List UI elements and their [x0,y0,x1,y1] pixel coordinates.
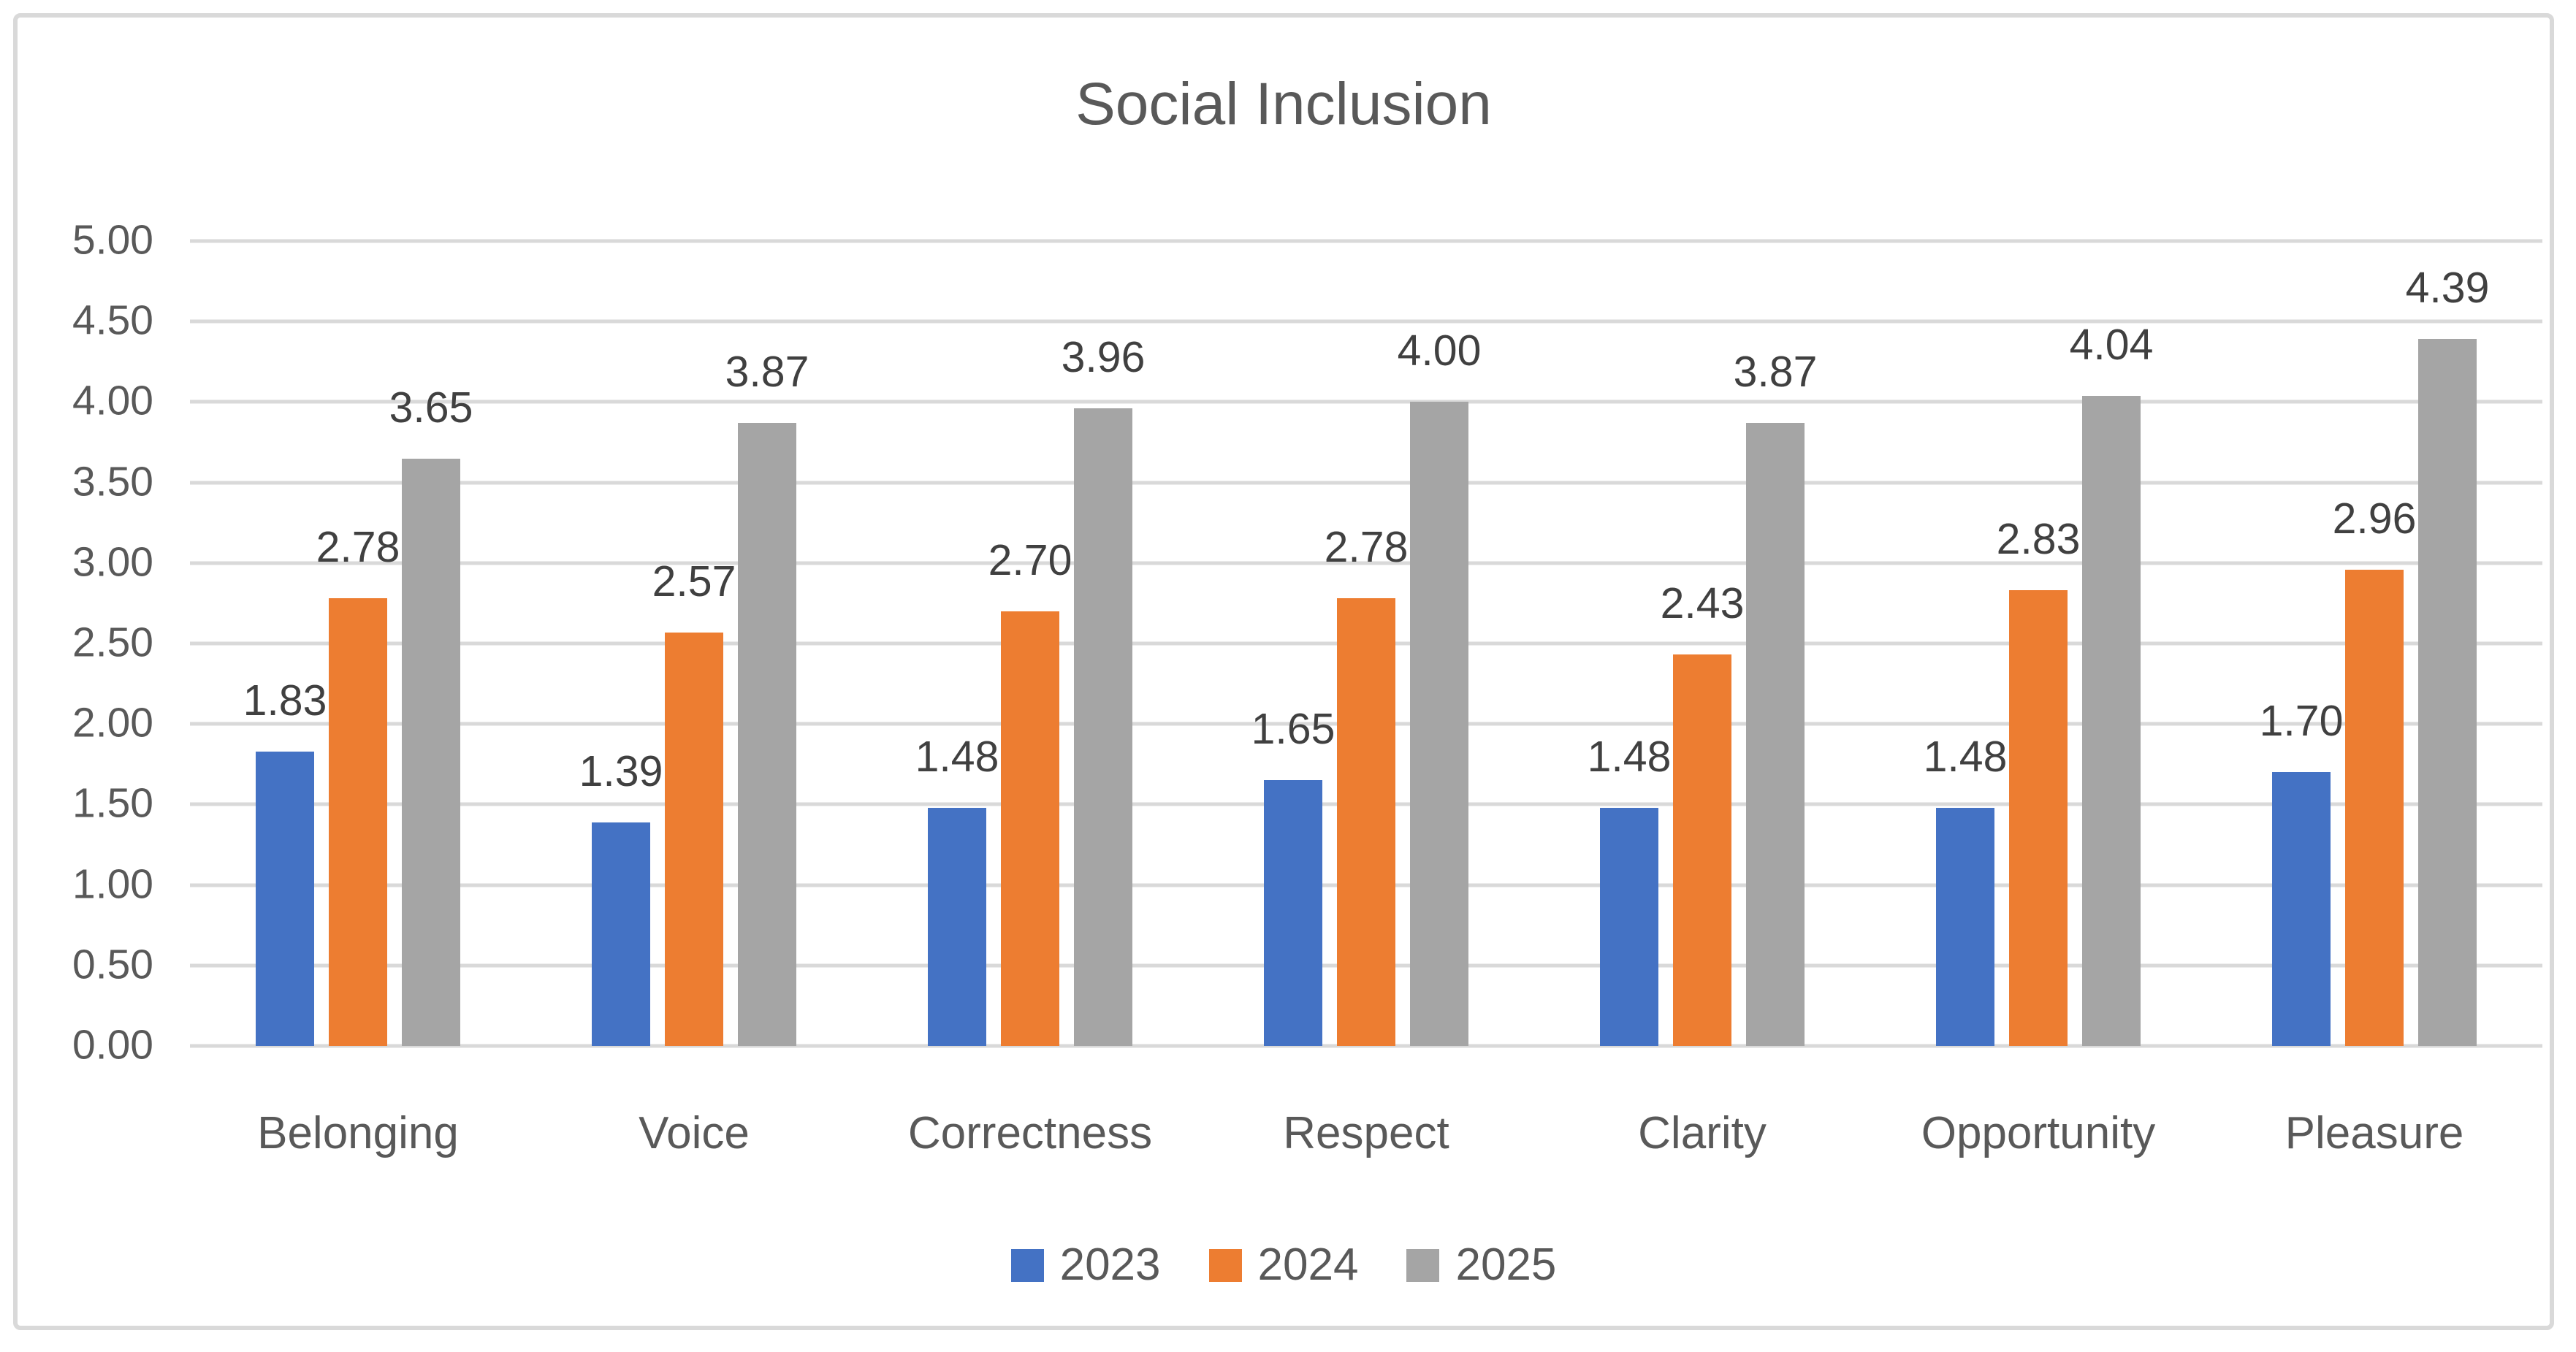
legend-label: 2024 [1257,1240,1359,1290]
bar-2023: 1.48 [915,735,999,1046]
data-label: 1.48 [915,732,999,781]
bar-group-clarity: 1.48 2.43 3.87 [1534,241,1870,1046]
bar-2023: 1.83 [243,679,327,1046]
data-label: 1.83 [243,676,327,725]
y-axis-tick-label: 0.00 [72,1021,153,1069]
gridline [190,400,2542,404]
y-axis-tick-label: 1.00 [72,860,153,908]
legend-swatch-icon [1208,1248,1242,1282]
bar-group-belonging: 1.83 2.78 3.65 [190,241,526,1046]
legend: 2023 2024 2025 [18,1236,2550,1294]
legend-item-2023: 2023 [1010,1240,1161,1290]
bar-2025: 4.00 [1398,329,1481,1046]
bar-2025: 4.39 [2406,267,2489,1046]
data-label: 2.57 [652,557,736,606]
bar-2025: 3.96 [1062,336,1145,1046]
data-label: 1.48 [1923,732,2008,781]
category-label-pleasure: Pleasure [2285,1108,2464,1158]
gridline [190,239,2542,243]
bar-2024: 2.78 [1325,526,1408,1046]
legend-item-2024: 2024 [1208,1240,1359,1290]
data-label: 2.83 [1996,515,2081,564]
bar-2023: 1.65 [1251,708,1335,1046]
data-label: 1.70 [2259,697,2344,746]
y-axis-tick-label: 2.50 [72,619,153,666]
data-label: 2.70 [988,535,1072,584]
gridline [190,1044,2542,1048]
bar-2024: 2.43 [1661,582,1744,1046]
chart-title: Social Inclusion [1075,71,1492,137]
data-label: 2.78 [1324,523,1409,572]
bar-2025: 3.87 [725,351,809,1046]
y-axis-tick-label: 4.00 [72,378,153,425]
y-axis-tick-label: 3.00 [72,538,153,586]
bar-2024: 2.83 [1997,518,2080,1046]
gridline [190,319,2542,324]
legend-item-2025: 2025 [1406,1242,1556,1288]
bar-2023: 1.39 [579,749,663,1046]
category-label-respect: Respect [1283,1108,1449,1158]
bar-2024: 2.96 [2333,497,2416,1046]
legend-label: 2025 [1455,1240,1557,1290]
category-label-belonging: Belonging [257,1108,459,1158]
data-label: 1.39 [579,746,663,795]
data-label: 4.39 [2405,264,2490,313]
y-axis: 5.00 4.50 4.00 3.50 3.00 2.50 2.00 1.50 1.00 0.50… [18,217,153,1069]
data-label: 3.87 [1733,348,1818,397]
y-axis-tick-label: 1.50 [72,780,153,828]
bar-2023: 1.48 [1588,735,1671,1046]
bar-group-respect: 1.65 2.78 4.00 [1198,241,1534,1046]
bar-2023: 1.48 [1924,735,2007,1046]
data-label: 3.65 [389,383,473,432]
y-axis-tick-label: 2.00 [72,699,153,746]
y-axis-tick-label: 0.50 [72,941,153,988]
data-label: 2.78 [316,523,400,572]
bar-group-voice: 1.39 2.57 3.87 [526,241,862,1046]
bar-2025: 3.87 [1734,351,1817,1046]
y-axis-tick-label: 5.00 [72,216,153,264]
bar-2025: 3.65 [389,386,473,1046]
data-label: 3.87 [725,348,809,397]
bar-2024: 2.78 [316,526,400,1046]
data-label: 2.96 [2332,494,2417,543]
category-label-opportunity: Opportunity [1921,1108,2156,1158]
y-axis-tick-label: 4.50 [72,297,153,344]
gridline [190,561,2542,565]
data-label: 3.96 [1061,333,1146,382]
legend-label: 2023 [1059,1240,1161,1290]
category-label-voice: Voice [639,1108,750,1158]
bar-group-pleasure: 1.70 2.96 4.39 [2206,241,2542,1046]
x-axis: Belonging Voice Correctness Respect Clarity O… [190,1107,2542,1159]
bar-2024: 2.70 [988,538,1072,1046]
bar-2023: 1.70 [2260,700,2343,1046]
data-label: 1.65 [1251,705,1335,754]
legend-swatch-icon [1406,1248,1440,1282]
data-label: 4.04 [2069,320,2154,369]
category-label-clarity: Clarity [1638,1108,1767,1158]
bar-2025: 4.04 [2070,323,2153,1046]
bar-group-opportunity: 1.48 2.83 4.04 [1870,241,2206,1046]
category-label-correctness: Correctness [907,1108,1153,1158]
bar-group-correctness: 1.48 2.70 3.96 [862,241,1198,1046]
bars-container: 1.83 2.78 3.65 1.39 2.57 3.87 1.48 2.70 3.96 1.65… [190,241,2542,1046]
data-label: 1.48 [1587,732,1672,781]
legend-swatch-icon [1010,1248,1044,1282]
data-label: 2.43 [1660,579,1745,628]
chart-frame: Social Inclusion 5.00 4.50 4.00 3.50 3.00 2.5… [13,13,2554,1330]
gridline [190,481,2542,485]
bar-2024: 2.57 [652,559,736,1046]
data-label: 4.00 [1397,326,1482,375]
y-axis-tick-label: 3.50 [72,458,153,505]
